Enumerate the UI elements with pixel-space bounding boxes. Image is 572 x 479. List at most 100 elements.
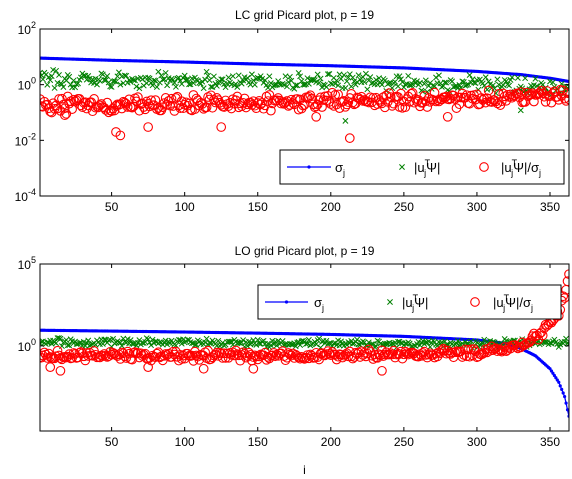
data-point — [558, 384, 562, 388]
data-point-outlier — [198, 363, 209, 374]
data-point — [515, 87, 526, 97]
data-point — [430, 82, 437, 89]
data-point — [466, 72, 473, 79]
data-point — [209, 95, 219, 105]
data-point — [314, 71, 321, 78]
data-point — [324, 348, 335, 359]
data-point — [529, 96, 539, 107]
data-point — [124, 94, 134, 105]
data-point — [57, 93, 67, 104]
data-point — [250, 77, 257, 84]
data-point — [91, 80, 98, 86]
data-point — [104, 73, 111, 79]
data-point — [275, 337, 282, 344]
legend-marker — [284, 300, 289, 304]
data-point — [562, 276, 569, 287]
data-point-outlier — [143, 362, 153, 373]
legend-item: |uT jΨ| — [399, 158, 440, 178]
legend-item: |uT jΨ|/σj — [479, 158, 541, 178]
data-point — [244, 343, 251, 350]
data-point-outlier — [344, 133, 355, 143]
legend-item: |uT jΨ| — [387, 293, 428, 313]
data-point — [441, 91, 452, 102]
legend-label: σj — [314, 295, 324, 313]
data-point — [466, 344, 476, 355]
data-point — [77, 102, 88, 112]
x-tick-label: 300 — [467, 435, 487, 449]
data-point — [563, 335, 569, 342]
data-point — [536, 85, 547, 96]
data-point — [355, 341, 362, 348]
data-point — [316, 79, 323, 86]
data-point — [483, 343, 494, 354]
chart-lo-grid-picard: LO grid Picard plot, p = 19 50 100 150 200 2… — [18, 244, 570, 477]
data-point — [111, 78, 118, 85]
data-point — [172, 83, 179, 90]
data-point — [443, 79, 450, 86]
data-point — [378, 81, 385, 88]
data-point — [564, 94, 569, 105]
data-point — [468, 338, 475, 345]
data-point — [47, 77, 54, 84]
data-point — [155, 68, 162, 75]
data-point — [420, 350, 431, 360]
data-point — [284, 83, 290, 90]
data-point — [146, 75, 153, 82]
data-point — [273, 342, 280, 349]
data-point-outlier — [442, 111, 453, 122]
data-point — [222, 84, 229, 91]
data-point — [117, 339, 124, 346]
data-point — [183, 76, 190, 83]
data-point — [445, 349, 456, 359]
data-point — [122, 102, 133, 112]
data-point — [247, 81, 254, 88]
x-tick-label: 350 — [540, 435, 560, 449]
data-point — [411, 342, 418, 349]
data-point — [465, 81, 472, 88]
data-point — [232, 349, 243, 359]
data-point — [134, 340, 141, 346]
y-tick-label: 102 — [18, 20, 36, 37]
data-point — [181, 72, 188, 79]
data-point — [67, 81, 74, 88]
data-point — [317, 75, 324, 82]
data-point — [539, 91, 550, 102]
data-point — [365, 339, 372, 346]
data-point — [232, 91, 243, 102]
data-point — [459, 78, 466, 85]
data-point-outlier — [55, 365, 66, 376]
data-point — [164, 82, 171, 89]
data-point — [509, 74, 515, 81]
data-point — [60, 84, 67, 90]
legend: σj |uT jΨ| |uT jΨ|/σj — [279, 149, 565, 185]
data-point — [514, 74, 521, 81]
data-point — [317, 348, 327, 358]
data-point — [283, 348, 294, 358]
legend-marker — [307, 165, 311, 169]
data-point — [288, 77, 295, 84]
data-point — [324, 71, 331, 78]
data-point — [215, 337, 222, 344]
data-point — [435, 72, 442, 79]
data-point — [205, 72, 212, 79]
data-point — [292, 82, 299, 89]
data-point — [422, 77, 429, 84]
data-point — [186, 81, 193, 88]
data-point — [452, 83, 458, 90]
data-point — [297, 342, 304, 348]
data-point — [153, 84, 160, 90]
data-point — [401, 348, 412, 359]
data-point — [96, 77, 103, 84]
data-point — [199, 78, 206, 85]
data-point — [348, 83, 355, 90]
data-point — [44, 339, 51, 346]
data-point — [281, 81, 287, 88]
data-point — [229, 73, 236, 80]
data-point — [256, 340, 263, 347]
data-point — [132, 77, 138, 84]
data-point-outlier — [59, 110, 70, 121]
data-point — [506, 82, 513, 89]
x-axis-label: i — [303, 463, 306, 477]
data-point — [75, 80, 81, 87]
x-tick-label: 150 — [248, 200, 268, 214]
